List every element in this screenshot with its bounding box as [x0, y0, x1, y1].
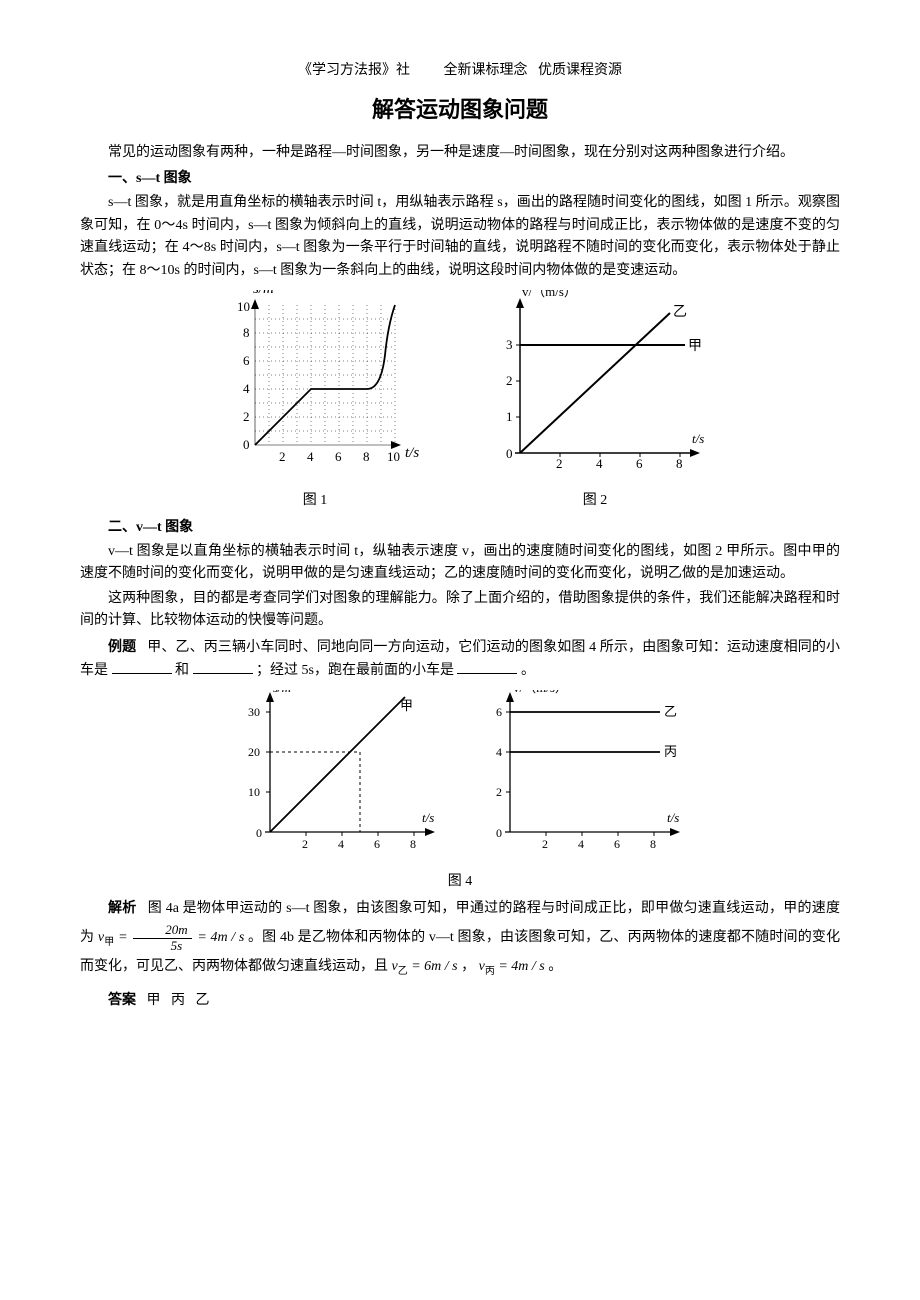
example-text-b: 和 — [175, 663, 189, 678]
blank-1 — [112, 659, 172, 674]
svg-text:2: 2 — [279, 449, 286, 464]
figure-4a: 甲 0 10 20 30 2 4 6 8 s/m t/s — [230, 690, 440, 868]
formula-num: 20m — [133, 923, 191, 938]
svg-text:4: 4 — [496, 745, 502, 759]
svg-text:0: 0 — [243, 437, 250, 452]
svg-text:4: 4 — [307, 449, 314, 464]
svg-text:2: 2 — [556, 456, 563, 471]
example-paragraph: 例题 甲、乙、丙三辆小车同时、同地向同一方向运动，它们运动的图象如图 4 所示，… — [80, 635, 840, 683]
svg-text:10: 10 — [248, 785, 260, 799]
analysis-label: 解析 — [108, 899, 137, 915]
analysis-paragraph: 解析 图 4a 是物体甲运动的 s—t 图象，由该图象可知，甲通过的路程与时间成… — [80, 893, 840, 982]
formula-den: 5s — [133, 939, 191, 953]
formula-v-yi: v乙 = 6m / s — [392, 959, 462, 974]
svg-text:10: 10 — [387, 449, 400, 464]
svg-text:1: 1 — [506, 409, 513, 424]
svg-text:20: 20 — [248, 745, 260, 759]
svg-text:8: 8 — [363, 449, 370, 464]
svg-text:6: 6 — [374, 837, 380, 851]
section-2-body-2: 这两种图象，目的都是考查同学们对图象的理解能力。除了上面介绍的，借助图象提供的条… — [80, 588, 840, 633]
svg-text:6: 6 — [636, 456, 643, 471]
section-2-body-1: v—t 图象是以直角坐标的横轴表示时间 t，纵轴表示速度 v，画出的速度随时间变… — [80, 541, 840, 586]
svg-text:6: 6 — [243, 353, 250, 368]
example-text-d: 。 — [521, 663, 535, 678]
header-right: 优质课程资源 — [538, 63, 622, 78]
formula-v-bing: v丙 = 4m / s — [479, 959, 549, 974]
svg-text:2: 2 — [506, 373, 513, 388]
blank-2 — [193, 659, 253, 674]
svg-text:6: 6 — [496, 705, 502, 719]
svg-text:t/s: t/s — [422, 810, 434, 825]
svg-text:s/m: s/m — [273, 690, 291, 695]
section-1-body: s—t 图象，就是用直角坐标的横轴表示时间 t，用纵轴表示路程 s，画出的路程随… — [80, 192, 840, 282]
answer-1: 甲 — [147, 993, 161, 1008]
svg-text:4: 4 — [596, 456, 603, 471]
header-left: 《学习方法报》社 — [298, 63, 410, 78]
svg-text:2: 2 — [302, 837, 308, 851]
svg-text:4: 4 — [243, 381, 250, 396]
svg-text:3: 3 — [506, 337, 513, 352]
svg-text:乙: 乙 — [664, 704, 677, 719]
svg-text:6: 6 — [335, 449, 342, 464]
figure-4-caption: 图 4 — [80, 871, 840, 893]
svg-text:v/（m/s）: v/（m/s） — [522, 290, 577, 299]
figure-1-caption: 图 1 — [210, 490, 420, 512]
svg-text:4: 4 — [578, 837, 584, 851]
blank-3 — [457, 659, 517, 674]
example-label: 例题 — [108, 638, 136, 654]
header-mid: 全新课标理念 — [444, 63, 528, 78]
section-2-title-text: 二、v—t 图象 — [108, 520, 193, 535]
svg-text:6: 6 — [614, 837, 620, 851]
svg-text:8: 8 — [243, 325, 250, 340]
section-1-title-text: 一、s—t 图象 — [108, 171, 192, 186]
svg-text:s/m: s/m — [253, 290, 274, 297]
intro-paragraph: 常见的运动图象有两种，一种是路程—时间图象，另一种是速度—时间图象，现在分别对这… — [80, 142, 840, 164]
svg-text:0: 0 — [496, 826, 502, 840]
answer-2: 丙 — [171, 993, 185, 1008]
figure-4b: 乙 丙 0 2 4 6 2 4 6 8 v/（m/s） t/s — [470, 690, 690, 868]
svg-text:0: 0 — [256, 826, 262, 840]
svg-text:2: 2 — [496, 785, 502, 799]
svg-text:4: 4 — [338, 837, 344, 851]
svg-text:t/s: t/s — [405, 445, 419, 461]
example-text-c: ；经过 5s，跑在最前面的小车是 — [256, 663, 454, 678]
svg-text:丙: 丙 — [664, 744, 677, 759]
figure-1: 0 2 4 6 8 10 2 4 6 8 10 s/m t/s 图 1 — [210, 290, 420, 513]
figure-row-2: 甲 0 10 20 30 2 4 6 8 s/m t/s — [80, 690, 840, 868]
svg-text:0: 0 — [506, 446, 513, 461]
page-title: 解答运动图象问题 — [80, 92, 840, 127]
svg-text:甲: 甲 — [400, 698, 413, 713]
figure-2: 甲 乙 0 1 2 3 2 4 6 8 v/（m/s） t/s 图 2 — [480, 290, 710, 513]
answer-label: 答案 — [108, 991, 136, 1007]
section-1-title: 一、s—t 图象 — [80, 168, 840, 190]
figure-4a-svg: 甲 0 10 20 30 2 4 6 8 s/m t/s — [230, 690, 440, 860]
analysis-end: 。 — [548, 959, 562, 974]
page-header: 《学习方法报》社 全新课标理念 优质课程资源 — [80, 60, 840, 82]
svg-text:乙: 乙 — [673, 304, 687, 320]
svg-text:30: 30 — [248, 705, 260, 719]
answer-row: 答案 甲 丙 乙 — [80, 988, 840, 1012]
svg-text:v/（m/s）: v/（m/s） — [513, 690, 568, 695]
svg-text:甲: 甲 — [688, 339, 702, 354]
figure-2-caption: 图 2 — [480, 490, 710, 512]
formula-sub: 甲 — [104, 937, 114, 948]
figure-row-1: 0 2 4 6 8 10 2 4 6 8 10 s/m t/s 图 1 — [80, 290, 840, 513]
formula-v-jia: v甲 = 20m5s = 4m / s — [98, 930, 248, 945]
figure-4b-svg: 乙 丙 0 2 4 6 2 4 6 8 v/（m/s） t/s — [470, 690, 690, 860]
svg-text:t/s: t/s — [667, 810, 679, 825]
section-2-title: 二、v—t 图象 — [80, 517, 840, 539]
svg-text:8: 8 — [676, 456, 683, 471]
svg-text:10: 10 — [237, 299, 250, 314]
svg-text:2: 2 — [243, 409, 250, 424]
answer-3: 乙 — [196, 993, 210, 1008]
svg-text:8: 8 — [650, 837, 656, 851]
figure-2-svg: 甲 乙 0 1 2 3 2 4 6 8 v/（m/s） t/s — [480, 290, 710, 480]
svg-text:t/s: t/s — [692, 431, 704, 446]
svg-text:2: 2 — [542, 837, 548, 851]
figure-1-svg: 0 2 4 6 8 10 2 4 6 8 10 s/m t/s — [210, 290, 420, 480]
svg-text:8: 8 — [410, 837, 416, 851]
analysis-sep: ， — [461, 959, 475, 974]
formula-rhs: = 4m / s — [197, 930, 244, 945]
